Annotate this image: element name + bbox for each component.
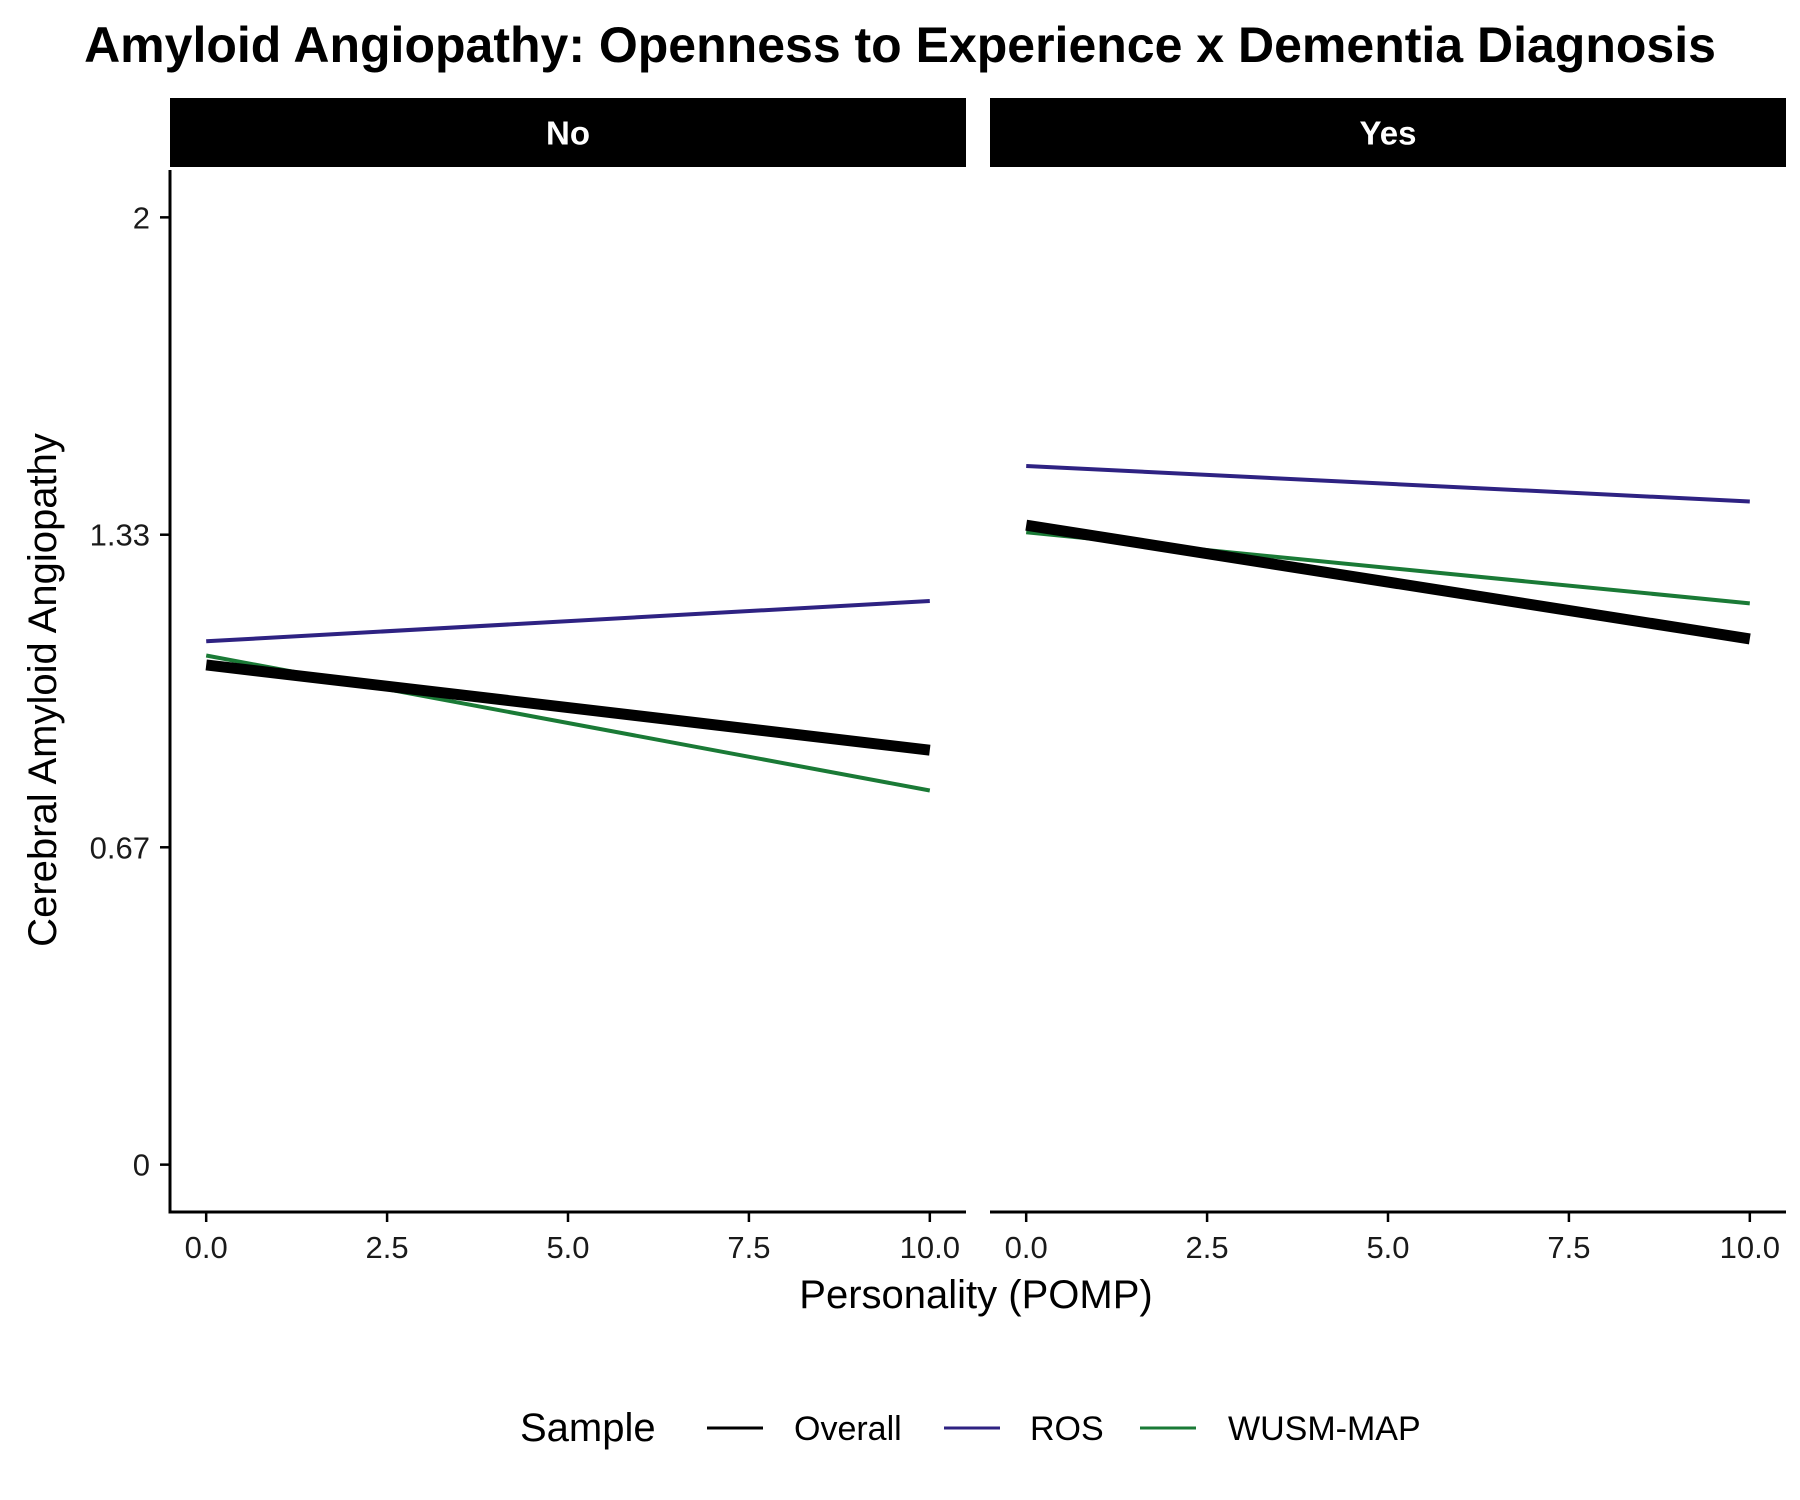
x-tick-label-no-4: 10.0 xyxy=(900,1230,960,1265)
x-tick-label-no-3: 7.5 xyxy=(727,1230,770,1265)
x-tick-label-no-2: 5.0 xyxy=(546,1230,589,1265)
x-tick-label-yes-1: 2.5 xyxy=(1186,1230,1229,1265)
y-axis-label: Cerebral Amyloid Angiopathy xyxy=(21,433,65,947)
y-tick-label-3: 2 xyxy=(133,200,150,235)
legend-item-overall: Overall xyxy=(707,1410,902,1448)
y-tick-label-2: 1.33 xyxy=(90,518,150,553)
series-line-yes-overall xyxy=(1025,519,1751,645)
x-tick-label-no-1: 2.5 xyxy=(366,1230,409,1265)
panel-yes: Yes 0.0 2.5 5.0 7.5 10.0 xyxy=(990,98,1786,1265)
legend-label-ros: ROS xyxy=(1030,1410,1104,1448)
legend-label-wusm-map: WUSM-MAP xyxy=(1228,1410,1421,1448)
facet-strip-label-no: No xyxy=(546,115,590,152)
facet-strip-no xyxy=(170,98,966,167)
series-line-no-ros xyxy=(206,599,930,644)
legend-item-ros: ROS xyxy=(944,1410,1104,1448)
chart-title: Amyloid Angiopathy: Openness to Experien… xyxy=(84,17,1716,73)
legend-title: Sample xyxy=(520,1406,656,1450)
x-tick-label-yes-0: 0.0 xyxy=(1005,1230,1048,1265)
legend-item-wusm-map: WUSM-MAP xyxy=(1140,1410,1421,1448)
y-tick-label-0: 0 xyxy=(133,1148,150,1183)
x-axis-label: Personality (POMP) xyxy=(799,1273,1152,1317)
x-tick-label-yes-3: 7.5 xyxy=(1547,1230,1590,1265)
y-tick-label-1: 0.67 xyxy=(90,830,150,865)
panel-no: No 0.0 2.5 5.0 7.5 10.0 0 0.67 1.33 2 xyxy=(90,98,966,1265)
panels: No 0.0 2.5 5.0 7.5 10.0 0 0.67 1.33 2 Yes 0.0 2.5 5.0… xyxy=(90,98,1786,1265)
legend-label-overall: Overall xyxy=(794,1410,902,1448)
x-tick-label-no-0: 0.0 xyxy=(185,1230,228,1265)
x-tick-label-yes-2: 5.0 xyxy=(1366,1230,1409,1265)
legend: Sample Overall ROS WUSM-MAP xyxy=(520,1406,1421,1450)
x-tick-label-yes-4: 10.0 xyxy=(1720,1230,1780,1265)
series-line-no-overall xyxy=(205,659,931,756)
facet-strip-label-yes: Yes xyxy=(1360,115,1417,152)
facet-strip-yes xyxy=(990,98,1786,167)
series-line-yes-ros xyxy=(1026,464,1750,504)
